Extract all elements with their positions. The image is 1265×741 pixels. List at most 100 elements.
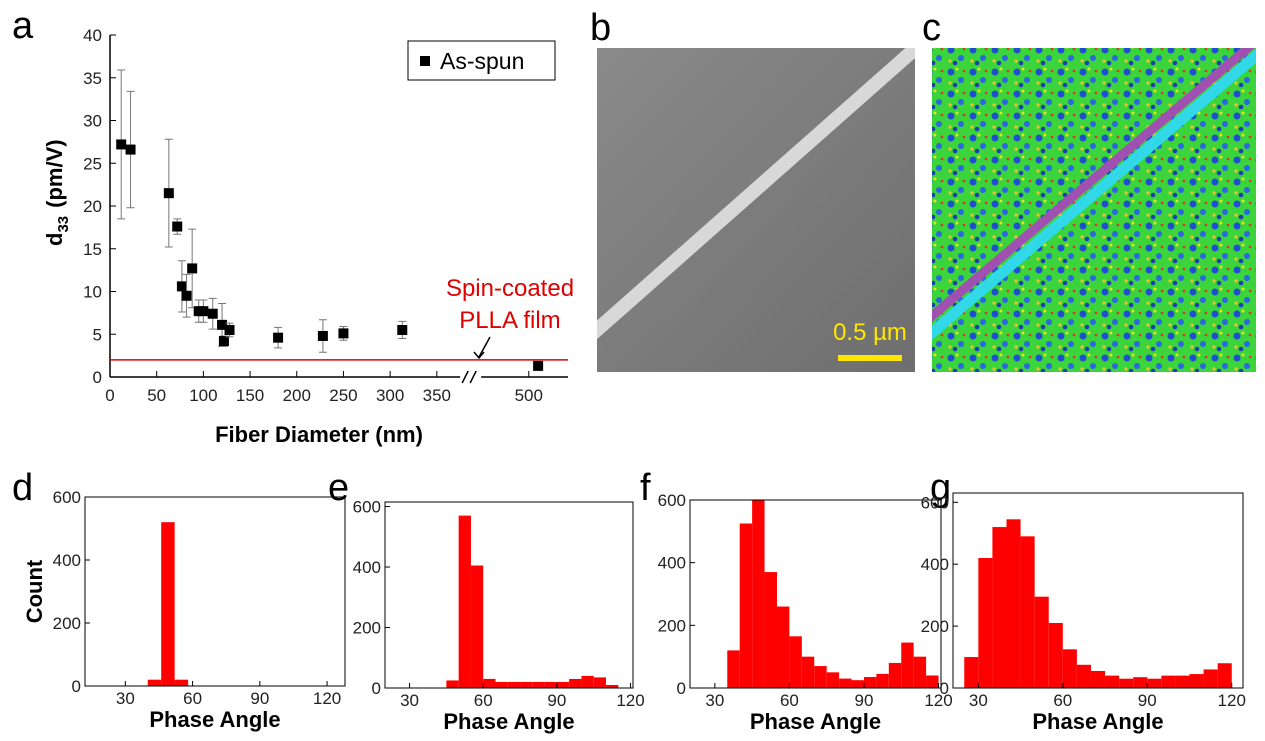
- x-tick-label: 90: [547, 691, 566, 710]
- panel-label: b: [590, 7, 611, 49]
- data-point: [338, 328, 349, 339]
- x-tick-label: 250: [329, 386, 357, 405]
- x-tick-label: 60: [474, 691, 493, 710]
- histogram-bar: [801, 656, 815, 688]
- y-tick-label: 400: [921, 555, 949, 574]
- x-tick-label: 60: [183, 689, 202, 708]
- data-point: [181, 290, 192, 301]
- x-tick-label: 60: [780, 691, 799, 710]
- histogram-bar: [789, 636, 802, 688]
- x-axis-label: Phase Angle: [149, 707, 280, 732]
- panel-label: d: [12, 467, 33, 509]
- plot-frame: [952, 492, 1244, 689]
- y-tick-label: 600: [658, 491, 686, 510]
- x-tick-label: 350: [423, 386, 451, 405]
- histogram-bar: [851, 680, 864, 688]
- histogram-bar: [1119, 678, 1134, 688]
- histogram-bar: [901, 642, 914, 688]
- y-tick-label: 200: [53, 614, 81, 633]
- y-tick-label: 0: [372, 679, 381, 698]
- scale-bar-label: 0.5 µm: [833, 319, 907, 346]
- x-tick-label: 120: [616, 691, 644, 710]
- y-tick-label: 200: [353, 619, 381, 638]
- y-axis-label-part: (pm/V): [42, 139, 67, 207]
- y-tick-label: 40: [83, 26, 102, 45]
- x-tick-label: 90: [250, 689, 269, 708]
- panel-label: e: [328, 467, 349, 509]
- data-point: [533, 360, 544, 371]
- data-point: [176, 281, 187, 292]
- histogram-bar: [458, 515, 471, 688]
- axis-break: [469, 370, 477, 384]
- histogram-bar: [1217, 663, 1232, 688]
- histogram-bar: [544, 681, 557, 688]
- x-tick-label: 100: [189, 386, 217, 405]
- histogram-bar: [978, 558, 993, 688]
- y-tick-label: 15: [83, 240, 102, 259]
- y-tick-label: 0: [677, 679, 686, 698]
- histogram-bar: [776, 606, 790, 688]
- legend-label: As-spun: [440, 48, 524, 74]
- data-point: [207, 308, 218, 319]
- x-tick-label: 30: [705, 691, 724, 710]
- y-tick-label: 400: [53, 551, 81, 570]
- panel-label: g: [930, 467, 951, 509]
- histogram-bar: [446, 680, 459, 688]
- histogram-bar: [839, 678, 852, 688]
- y-tick-label: 200: [921, 617, 949, 636]
- histogram-bar: [593, 677, 606, 688]
- histogram-bar: [992, 527, 1007, 688]
- data-point: [397, 324, 408, 335]
- y-axis-label-part: d: [42, 233, 67, 246]
- histogram-bar: [727, 650, 740, 688]
- y-tick-label: 0: [940, 679, 949, 698]
- plot-frame: [689, 499, 942, 689]
- histogram-bar: [1203, 669, 1218, 688]
- y-tick-label: 25: [83, 154, 102, 173]
- x-tick-label: 200: [283, 386, 311, 405]
- histogram-bar: [161, 522, 175, 686]
- x-tick-label: 150: [236, 386, 264, 405]
- x-axis-label: Phase Angle: [443, 709, 574, 734]
- histogram-bar: [174, 679, 189, 686]
- panel-label: a: [12, 5, 34, 47]
- y-tick-label: 200: [658, 616, 686, 635]
- plot-frame: [384, 501, 634, 689]
- x-tick-label: 30: [116, 689, 135, 708]
- histogram-bar: [1147, 678, 1162, 688]
- histogram-bar: [826, 672, 840, 688]
- histogram-bar: [569, 678, 582, 688]
- y-tick-label: 0: [72, 677, 81, 696]
- histogram-bar: [1020, 536, 1035, 688]
- fiber: [932, 48, 1256, 340]
- histogram-bar: [147, 679, 162, 686]
- y-tick-label: 0: [93, 368, 102, 387]
- data-point: [224, 324, 235, 335]
- annotation-arrow: [473, 336, 491, 360]
- histogram-bar: [1175, 675, 1190, 688]
- histogram-bar: [532, 681, 545, 688]
- afm-topography: 0.5 µm: [597, 48, 915, 372]
- axis-break: [461, 370, 469, 384]
- histogram-bar: [1048, 623, 1063, 688]
- data-point: [218, 336, 229, 347]
- data-point: [273, 332, 284, 343]
- histogram-bar: [752, 500, 765, 688]
- legend-box: [407, 40, 556, 81]
- plot-frame: [84, 496, 346, 687]
- histogram-bar: [1062, 649, 1077, 688]
- histogram-bar: [739, 523, 753, 688]
- histogram-bar: [1034, 596, 1049, 688]
- x-tick-label: 120: [1218, 691, 1246, 710]
- x-axis-label: Phase Angle: [750, 709, 881, 734]
- y-tick-label: 35: [83, 69, 102, 88]
- y-tick-label: 600: [353, 498, 381, 517]
- histogram-bar: [1006, 519, 1021, 688]
- histogram-bar: [520, 681, 533, 688]
- histogram-bar: [814, 666, 827, 688]
- y-tick-label: 600: [53, 488, 81, 507]
- data-point: [217, 319, 228, 330]
- histogram-bar: [1133, 677, 1148, 688]
- data-point: [198, 306, 209, 317]
- afm-phase: [932, 48, 1256, 372]
